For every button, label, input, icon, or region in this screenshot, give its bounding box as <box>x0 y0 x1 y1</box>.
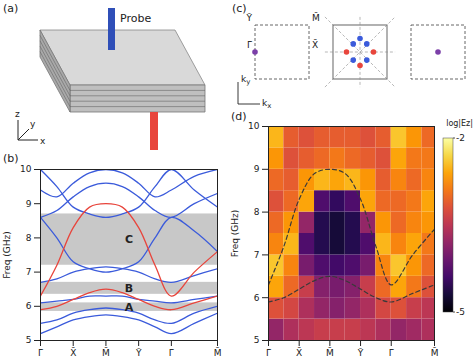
svg-text:M̄: M̄ <box>102 347 110 358</box>
svg-text:log|Ez|: log|Ez| <box>446 119 473 128</box>
svg-text:X̄: X̄ <box>296 347 302 358</box>
svg-text:Freq (GHz): Freq (GHz) <box>230 210 240 258</box>
svg-text:z: z <box>15 109 20 119</box>
html-text:(d): (d) <box>231 110 247 123</box>
svg-text:M̄: M̄ <box>326 347 334 358</box>
svg-text:7: 7 <box>254 250 260 260</box>
svg-text:y: y <box>30 119 36 129</box>
html-text:(a): (a) <box>3 2 19 15</box>
svg-text:B: B <box>125 282 133 295</box>
svg-text:6: 6 <box>26 301 32 311</box>
svg-text:Γ̄: Γ̄ <box>266 348 271 358</box>
svg-text:5: 5 <box>254 335 260 345</box>
svg-text:Γ̄: Γ̄ <box>38 348 43 358</box>
svg-text:A: A <box>125 301 134 314</box>
svg-text:M̄: M̄ <box>431 347 439 358</box>
svg-text:Freq (GHz): Freq (GHz) <box>2 231 12 279</box>
svg-text:9: 9 <box>254 164 260 174</box>
svg-text:X̄: X̄ <box>312 39 318 50</box>
svg-text:Γ̄: Γ̄ <box>389 348 394 358</box>
svg-text:10: 10 <box>248 121 260 131</box>
svg-text:Ȳ: Ȳ <box>357 348 364 358</box>
svg-text:7: 7 <box>26 267 32 277</box>
svg-text:X̄: X̄ <box>70 347 76 358</box>
svg-text:-5: -5 <box>456 307 465 317</box>
svg-text:9: 9 <box>26 199 32 209</box>
svg-text:ky: ky <box>241 74 250 86</box>
svg-text:Ȳ: Ȳ <box>246 13 252 23</box>
svg-text:Probe: Probe <box>120 12 151 25</box>
svg-text:C: C <box>125 233 133 246</box>
html-text:(b): (b) <box>3 152 19 165</box>
svg-text:-2: -2 <box>456 133 465 143</box>
svg-text:10: 10 <box>20 164 32 174</box>
svg-text:5: 5 <box>26 335 32 345</box>
svg-text:6: 6 <box>254 293 260 303</box>
svg-text:Ȳ: Ȳ <box>135 348 142 358</box>
html-text:(c): (c) <box>232 2 247 15</box>
svg-text:Γ̄: Γ̄ <box>169 348 174 358</box>
svg-text:8: 8 <box>26 233 32 243</box>
svg-text:Γ̄: Γ̄ <box>247 40 252 50</box>
svg-text:M̄: M̄ <box>312 12 320 23</box>
svg-text:8: 8 <box>254 207 260 217</box>
svg-text:x: x <box>40 136 46 146</box>
svg-text:kx: kx <box>262 98 271 110</box>
svg-text:M̄: M̄ <box>214 347 222 358</box>
